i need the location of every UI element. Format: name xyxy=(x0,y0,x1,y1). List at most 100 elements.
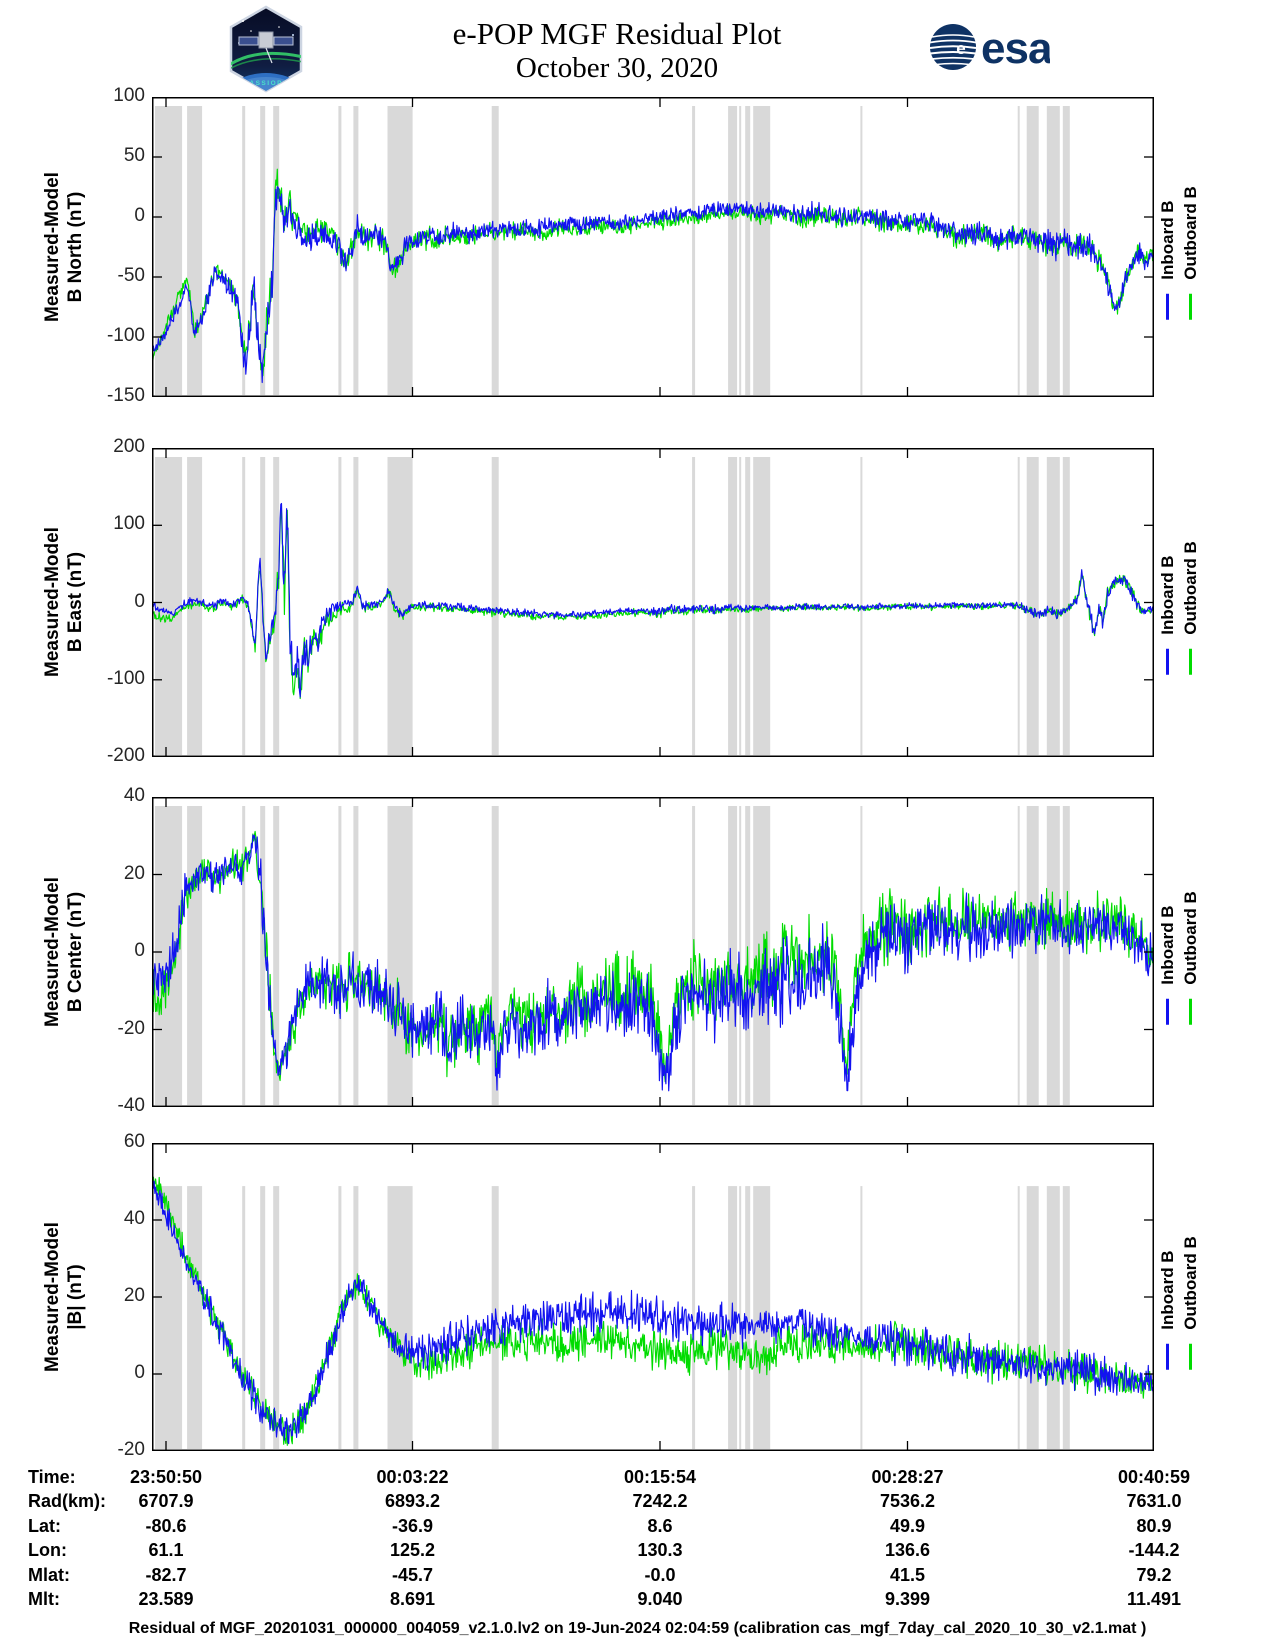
data-gap-band xyxy=(187,106,203,395)
data-gap-band xyxy=(387,1186,413,1449)
y-tick-label: 0 xyxy=(134,205,145,226)
outboard-b-line xyxy=(152,830,1154,1083)
data-gap-band xyxy=(260,806,266,1105)
info-cell: 7631.0 xyxy=(1126,1491,1182,1511)
y-tick-label: 100 xyxy=(113,85,145,106)
inboard-b-line xyxy=(152,186,1154,384)
data-gap-band xyxy=(753,457,771,755)
y-tick-label: 60 xyxy=(123,1131,145,1152)
panel-frame xyxy=(152,797,1154,1107)
inboard-line-sample xyxy=(1166,998,1169,1025)
svg-text:e: e xyxy=(956,39,965,58)
info-cell: 00:40:59 xyxy=(1117,1467,1191,1487)
info-cell: 00:28:27 xyxy=(871,1467,944,1487)
data-gap-band xyxy=(753,106,771,395)
data-gap-band xyxy=(353,457,359,755)
data-gap-band xyxy=(273,1186,280,1449)
y-tick-label: 0 xyxy=(134,590,145,612)
data-gap-band xyxy=(155,457,183,755)
esa-wordmark: esa xyxy=(981,24,1050,73)
data-gap-band xyxy=(860,1186,863,1449)
data-gap-band xyxy=(1026,1186,1039,1449)
data-gap-band xyxy=(273,106,280,395)
legend-panel-1: Inboard B Outboard B xyxy=(1156,186,1202,320)
data-gap-band xyxy=(1026,106,1039,395)
data-gap-band xyxy=(745,106,751,395)
y-tick-label: 50 xyxy=(123,145,145,166)
info-cell: 23:50:50 xyxy=(129,1467,203,1487)
outboard-line-sample xyxy=(1189,648,1192,675)
data-gap-band xyxy=(1046,806,1060,1105)
data-gap-band xyxy=(728,106,738,395)
y-tick-label: -100 xyxy=(106,667,145,689)
data-gap-band xyxy=(739,106,742,395)
data-gap-band xyxy=(692,1186,696,1449)
panel-frame xyxy=(152,1143,1154,1451)
panel-plot-4 xyxy=(152,1143,1154,1451)
data-gap-band xyxy=(753,806,771,1105)
info-cell: 00:15:54 xyxy=(623,1467,697,1487)
y-tick-label: -100 xyxy=(106,325,145,346)
y-tick-label: 0 xyxy=(134,940,145,961)
y-tick-label: 100 xyxy=(113,513,145,535)
ylabel-b-north: Measured-Model B North (nT) xyxy=(42,172,86,322)
patch-caption: CASSIOPE xyxy=(243,80,289,87)
data-gap-band xyxy=(260,106,266,395)
data-gap-band xyxy=(1062,1186,1070,1449)
data-gap-band xyxy=(242,457,246,755)
info-row-label: Rad(km): xyxy=(28,1491,107,1511)
y-tick-label: 20 xyxy=(123,1285,145,1306)
data-gap-band xyxy=(739,806,742,1105)
data-gap-band xyxy=(260,1186,266,1449)
esa-logo: e esa xyxy=(929,24,1050,73)
data-gap-band xyxy=(155,806,183,1105)
data-gap-band xyxy=(338,457,342,755)
data-gap-band xyxy=(273,806,280,1105)
data-gap-band xyxy=(187,806,203,1105)
data-gap-band xyxy=(745,1186,751,1449)
y-tick-label: 0 xyxy=(134,1362,145,1383)
info-cell: 9.399 xyxy=(884,1589,931,1609)
data-gap-band xyxy=(491,457,499,755)
data-gap-band xyxy=(242,1186,246,1449)
patch-satellite xyxy=(238,31,294,64)
legend-inboard-label: Inboard B xyxy=(1157,200,1177,280)
info-cell: 49.9 xyxy=(889,1516,926,1536)
data-gap-band xyxy=(753,1186,771,1449)
legend-panel-3: Inboard B Outboard B xyxy=(1156,891,1202,1025)
data-gap-band xyxy=(353,806,359,1105)
info-cell: 6707.9 xyxy=(138,1491,194,1511)
inboard-b-line xyxy=(152,1180,1154,1445)
info-cell: 7242.2 xyxy=(632,1491,688,1511)
inboard-line-sample xyxy=(1166,293,1169,320)
info-cell: 61.1 xyxy=(148,1540,184,1560)
info-cell: -82.7 xyxy=(145,1565,187,1585)
data-gap-band xyxy=(1046,457,1060,755)
inboard-line-sample xyxy=(1166,648,1169,675)
data-gap-band xyxy=(1062,457,1070,755)
data-gap-band xyxy=(1017,106,1020,395)
data-gap-band xyxy=(353,106,359,395)
legend-panel-4: Inboard B Outboard B xyxy=(1156,1236,1202,1370)
legend-outboard-label: Outboard B xyxy=(1180,186,1200,280)
data-gap-band xyxy=(692,106,696,395)
data-gap-band xyxy=(860,106,863,395)
data-gap-band xyxy=(739,1186,742,1449)
data-gap-band xyxy=(387,806,413,1105)
y-tick-label: -20 xyxy=(117,1439,145,1460)
legend-panel-2: Inboard B Outboard B xyxy=(1156,541,1202,675)
info-cell: 11.491 xyxy=(1126,1589,1182,1609)
y-tick-label: -200 xyxy=(106,745,145,766)
panel-plot-1 xyxy=(152,97,1154,397)
y-tick-label: -40 xyxy=(117,1095,145,1116)
info-cell: -0.0 xyxy=(644,1565,676,1585)
data-gap-band xyxy=(1017,806,1020,1105)
data-gap-band xyxy=(187,457,203,755)
data-gap-band xyxy=(242,106,246,395)
outboard-line-sample xyxy=(1189,1343,1192,1370)
panel-frame xyxy=(152,448,1154,757)
info-cell: -144.2 xyxy=(1128,1540,1180,1560)
data-gap-band xyxy=(1062,106,1070,395)
cassiope-logo: CASSIOPE xyxy=(229,5,303,93)
data-gap-band xyxy=(728,806,738,1105)
